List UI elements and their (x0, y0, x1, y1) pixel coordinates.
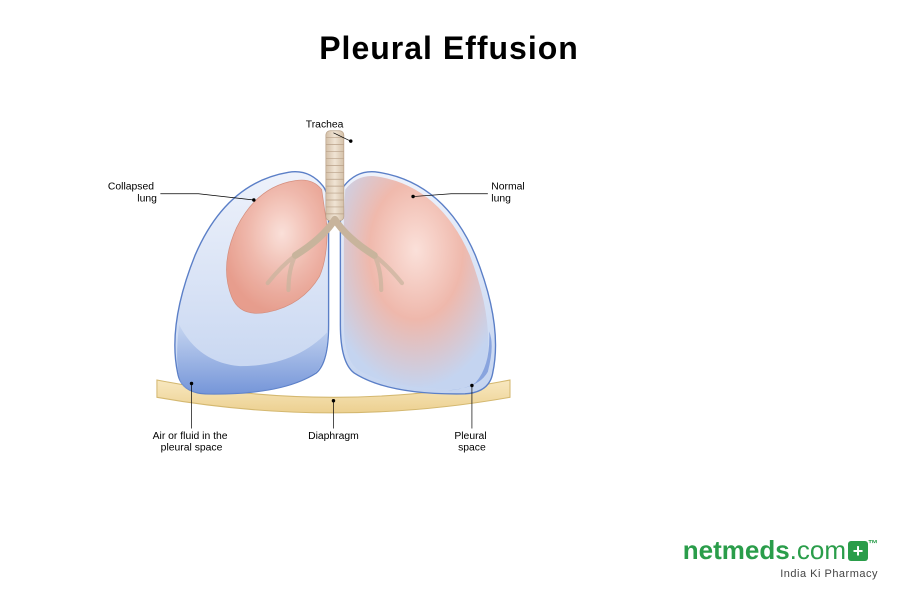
label-pleural-space: Pleural space (454, 431, 489, 454)
plus-icon: + (848, 541, 868, 561)
label-trachea: Trachea (306, 119, 344, 130)
label-air-fluid: Air or fluid in the pleural space (153, 431, 231, 454)
lung-diagram: Trachea Collapsed lung Normal lung Air o… (60, 80, 600, 500)
brand-tagline: India Ki Pharmacy (683, 568, 878, 580)
label-collapsed-lung: Collapsed lung (108, 182, 157, 205)
normal-lung-shape (344, 176, 488, 389)
brand-logo: netmeds.com+™ (683, 535, 878, 566)
brand-block: netmeds.com+™ India Ki Pharmacy (683, 535, 878, 580)
page-title: Pleural Effusion (0, 30, 898, 67)
label-normal-lung: Normal lung (491, 182, 527, 205)
label-diaphragm: Diaphragm (308, 431, 359, 442)
